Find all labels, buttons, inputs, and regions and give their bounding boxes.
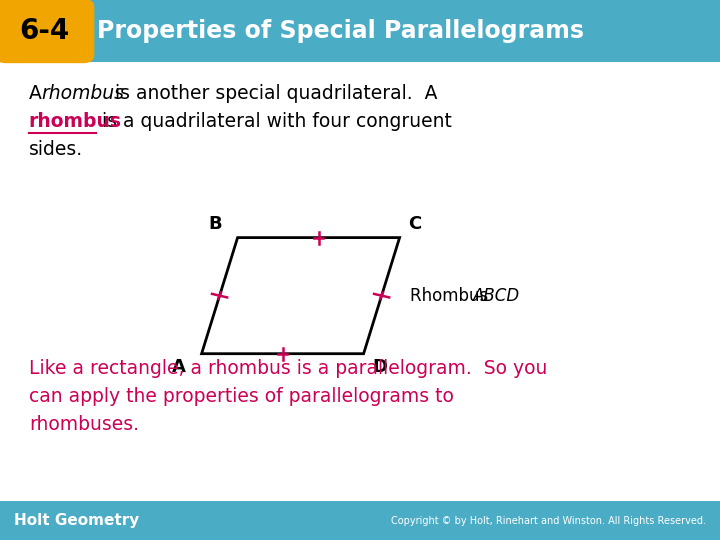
Bar [695, 4, 701, 21]
Bar [687, 4, 693, 21]
Text: Rhombus: Rhombus [410, 287, 494, 305]
Bar [647, 45, 654, 62]
Bar [719, 45, 720, 62]
Text: rhombuses.: rhombuses. [29, 415, 139, 434]
Text: C: C [408, 215, 421, 233]
Text: sides.: sides. [29, 140, 83, 159]
FancyBboxPatch shape [0, 0, 720, 62]
Bar [663, 45, 670, 62]
Text: ABCD: ABCD [473, 287, 520, 305]
Bar [703, 45, 709, 62]
Bar [695, 45, 701, 62]
Text: Properties of Special Parallelograms: Properties of Special Parallelograms [97, 19, 584, 43]
Bar [631, 4, 638, 21]
Bar [639, 4, 646, 21]
Text: B: B [208, 215, 222, 233]
Text: is another special quadrilateral.  A: is another special quadrilateral. A [109, 84, 438, 103]
Bar [655, 24, 662, 42]
Bar [616, 4, 622, 21]
Bar [655, 4, 662, 21]
Bar [719, 4, 720, 21]
Text: Copyright © by Holt, Rinehart and Winston. All Rights Reserved.: Copyright © by Holt, Rinehart and Winsto… [391, 516, 706, 525]
Bar [655, 45, 662, 62]
Text: rhombus: rhombus [29, 112, 122, 131]
Bar [679, 4, 685, 21]
Bar [671, 24, 678, 42]
Bar [624, 24, 630, 42]
Bar [711, 4, 717, 21]
Bar [687, 24, 693, 42]
Bar [616, 45, 622, 62]
Bar [679, 45, 685, 62]
Bar [647, 4, 654, 21]
Text: A: A [29, 84, 48, 103]
FancyBboxPatch shape [0, 501, 720, 540]
Bar [711, 24, 717, 42]
Text: can apply the properties of parallelograms to: can apply the properties of parallelogra… [29, 387, 454, 406]
Bar [663, 4, 670, 21]
Text: rhombus: rhombus [42, 84, 125, 103]
Bar [711, 45, 717, 62]
Bar [719, 24, 720, 42]
Bar [647, 24, 654, 42]
Bar [671, 45, 678, 62]
Bar [703, 4, 709, 21]
Text: D: D [372, 358, 387, 376]
Bar [624, 4, 630, 21]
Bar [631, 45, 638, 62]
Bar [624, 45, 630, 62]
Text: 6-4: 6-4 [19, 17, 70, 45]
Bar [631, 24, 638, 42]
Bar [663, 24, 670, 42]
Text: Holt Geometry: Holt Geometry [14, 513, 140, 528]
Bar [639, 45, 646, 62]
Bar [616, 24, 622, 42]
Text: A: A [172, 358, 186, 376]
Text: is a quadrilateral with four congruent: is a quadrilateral with four congruent [96, 112, 451, 131]
Bar [703, 24, 709, 42]
Text: Like a rectangle, a rhombus is a parallelogram.  So you: Like a rectangle, a rhombus is a paralle… [29, 359, 547, 378]
FancyBboxPatch shape [0, 0, 94, 63]
Bar [679, 24, 685, 42]
Bar [695, 24, 701, 42]
Bar [639, 24, 646, 42]
Bar [687, 45, 693, 62]
Bar [671, 4, 678, 21]
